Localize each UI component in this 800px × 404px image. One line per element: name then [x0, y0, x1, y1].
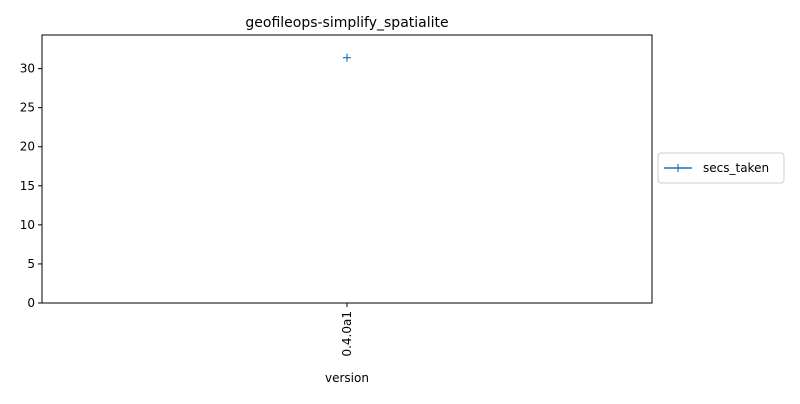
- legend-items: secs_taken: [664, 161, 769, 175]
- legend-label: secs_taken: [703, 161, 769, 175]
- y-tick-label: 25: [20, 101, 35, 115]
- legend-entry: secs_taken: [664, 161, 769, 175]
- y-tick-label: 0: [27, 296, 35, 310]
- x-tick-label: 0.4.0a1: [340, 311, 354, 357]
- x-axis: 0.4.0a1: [340, 303, 354, 357]
- y-tick-label: 5: [27, 257, 35, 271]
- y-tick-label: 20: [20, 140, 35, 154]
- y-axis: 0 5 10 15 20 25 30: [20, 62, 42, 310]
- legend: secs_taken: [657, 152, 785, 184]
- legend-box: [657, 152, 785, 184]
- chart-title: geofileops-simplify_spatialite: [245, 15, 448, 31]
- y-tick-label: 10: [20, 218, 35, 232]
- plot-area: [343, 53, 351, 62]
- data-point: [343, 53, 351, 62]
- y-tick-label: 15: [20, 179, 35, 193]
- plot-frame: [41, 34, 653, 304]
- y-tick-label: 30: [20, 62, 35, 76]
- x-axis-label: version: [325, 371, 369, 385]
